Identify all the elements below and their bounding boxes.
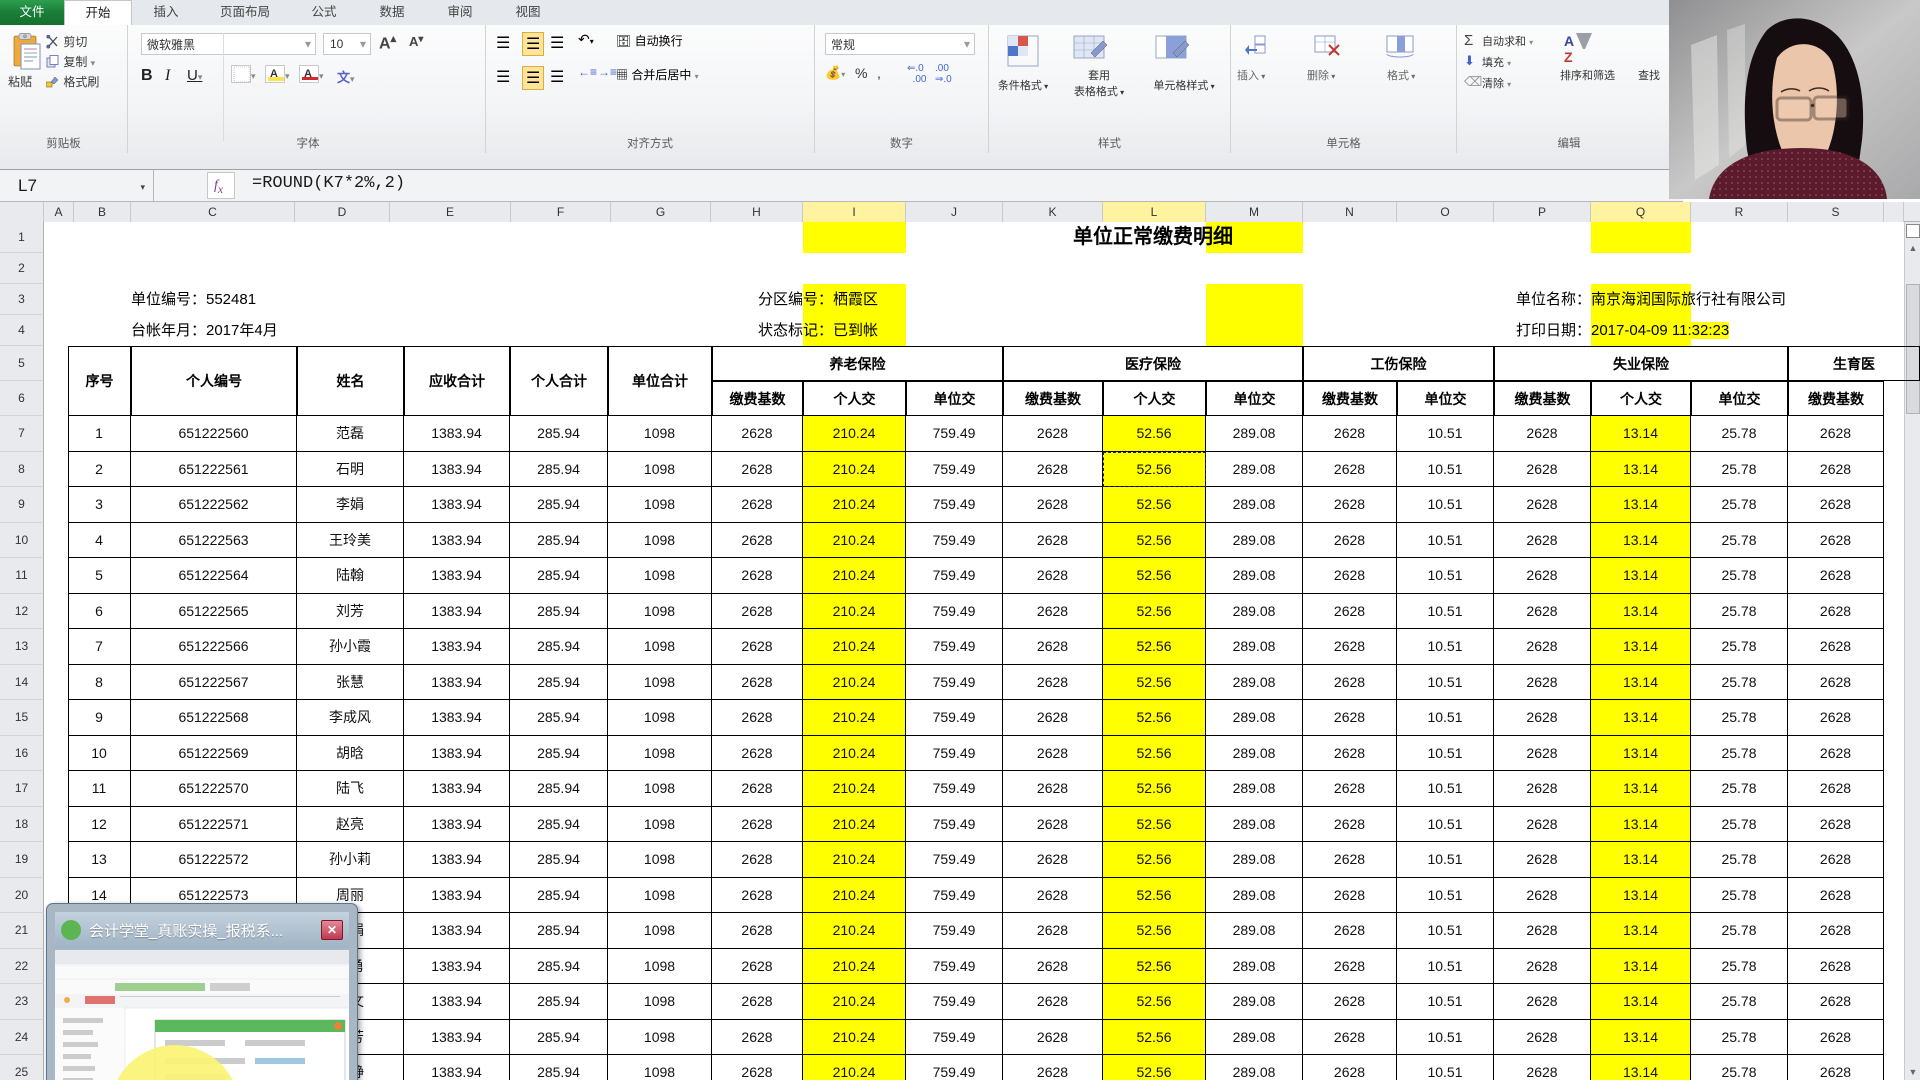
svg-text:A: A xyxy=(304,68,312,80)
svg-text:A: A xyxy=(270,68,278,80)
